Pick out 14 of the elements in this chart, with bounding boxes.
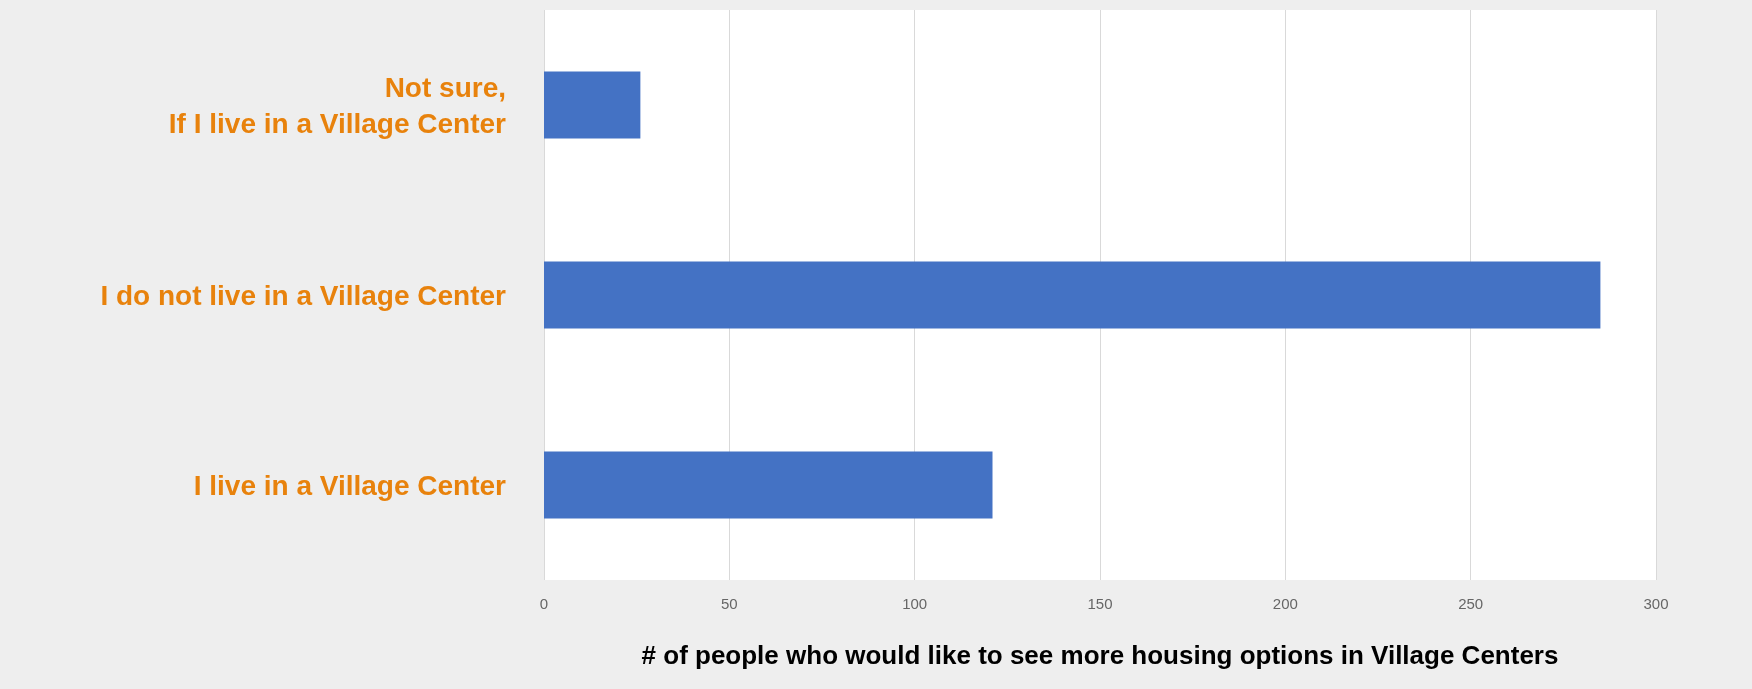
bar xyxy=(544,71,641,139)
x-axis-title: # of people who would like to see more housing options in Village Centers xyxy=(641,640,1559,670)
bar xyxy=(544,451,993,519)
y-tick-label: I do not live in a Village Center xyxy=(100,279,507,311)
y-tick-label: I live in a Village Center xyxy=(193,469,507,501)
bar xyxy=(544,261,1601,329)
x-tick-label: 250 xyxy=(1458,595,1484,612)
x-tick-label: 50 xyxy=(720,595,738,612)
x-tick-label: 100 xyxy=(902,595,928,612)
x-tick-label: 0 xyxy=(539,595,549,612)
x-tick-label: 200 xyxy=(1272,595,1298,612)
x-tick-label: 150 xyxy=(1087,595,1113,612)
y-tick-label: Not sure, If I live in a Village Center xyxy=(168,71,507,139)
x-tick-label: 300 xyxy=(1643,595,1669,612)
